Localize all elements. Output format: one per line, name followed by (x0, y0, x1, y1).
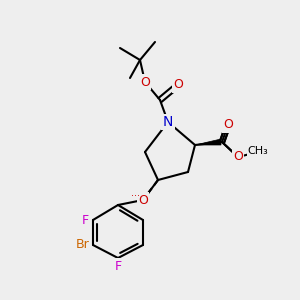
Text: ...: ... (130, 188, 140, 198)
Text: Br: Br (76, 238, 90, 251)
Polygon shape (195, 139, 221, 145)
Text: O: O (138, 194, 148, 206)
Text: F: F (81, 214, 88, 226)
Text: O: O (233, 151, 243, 164)
Text: N: N (163, 115, 173, 129)
Text: O: O (140, 76, 150, 88)
Text: O: O (223, 118, 233, 131)
Text: F: F (114, 260, 122, 272)
Text: CH₃: CH₃ (248, 146, 268, 156)
Text: O: O (173, 79, 183, 92)
